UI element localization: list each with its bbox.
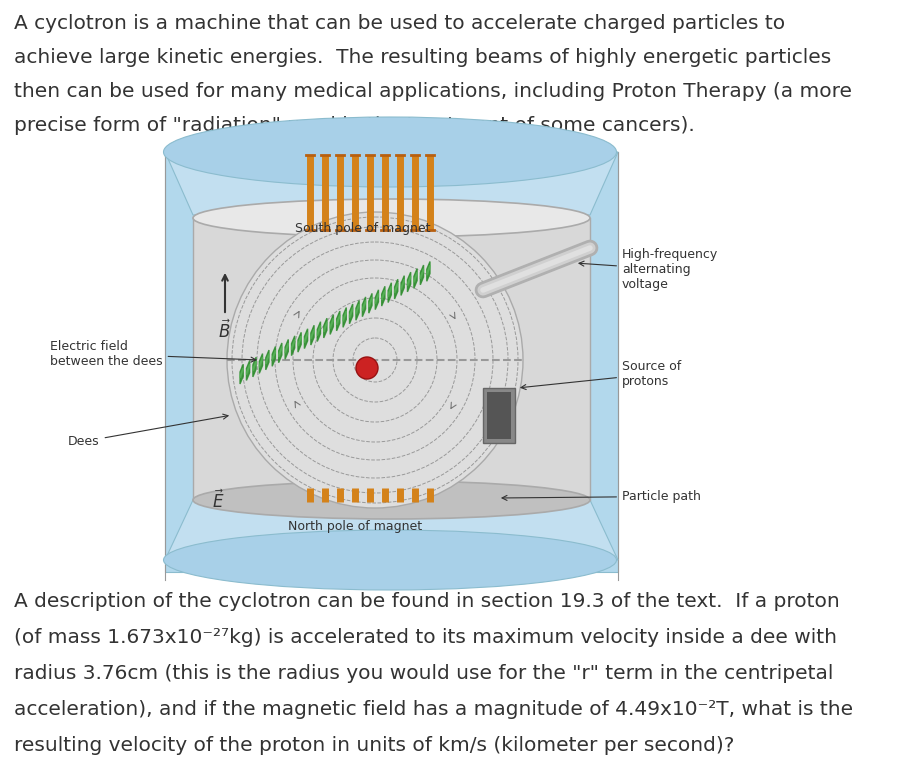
Polygon shape [394,279,398,299]
Text: South pole of magnet: South pole of magnet [295,222,431,235]
Text: Particle path: Particle path [502,490,701,503]
Text: achieve large kinetic energies.  The resulting beams of highly energetic particl: achieve large kinetic energies. The resu… [14,48,831,67]
Text: North pole of magnet: North pole of magnet [288,520,422,533]
Text: (of mass 1.673x10⁻²⁷kg) is accelerated to its maximum velocity inside a dee with: (of mass 1.673x10⁻²⁷kg) is accelerated t… [14,628,837,647]
Text: A description of the cyclotron can be found in section 19.3 of the text.  If a p: A description of the cyclotron can be fo… [14,592,840,611]
Polygon shape [407,276,411,286]
Polygon shape [343,311,346,321]
Polygon shape [247,364,250,374]
Polygon shape [323,318,327,338]
Text: then can be used for many medical applications, including Proton Therapy (a more: then can be used for many medical applic… [14,82,852,101]
Polygon shape [304,333,308,343]
Polygon shape [260,357,262,367]
Polygon shape [330,318,333,328]
Polygon shape [401,276,404,296]
Ellipse shape [163,117,617,187]
Text: $\vec{E}$: $\vec{E}$ [211,490,224,513]
Polygon shape [382,286,385,306]
Polygon shape [369,297,372,307]
Polygon shape [279,347,281,357]
Polygon shape [394,283,398,293]
Polygon shape [317,322,321,341]
Polygon shape [426,262,430,281]
Polygon shape [272,350,275,361]
Polygon shape [330,315,333,334]
Polygon shape [375,290,378,310]
Polygon shape [388,283,392,303]
Polygon shape [323,322,327,332]
Polygon shape [165,500,618,560]
Polygon shape [272,347,275,366]
Polygon shape [356,300,359,320]
Polygon shape [292,336,295,356]
Polygon shape [382,290,385,300]
Polygon shape [350,307,353,318]
Polygon shape [285,343,288,354]
Polygon shape [266,354,269,364]
Text: Source of
protons: Source of protons [521,360,681,390]
Polygon shape [426,265,430,276]
Polygon shape [240,367,243,378]
Polygon shape [363,297,365,317]
Text: acceleration), and if the magnetic field has a magnitude of 4.49x10⁻²T, what is : acceleration), and if the magnetic field… [14,700,853,719]
Polygon shape [304,329,308,349]
Polygon shape [285,340,288,359]
Polygon shape [253,357,256,377]
Bar [165,152,213,572]
Polygon shape [350,304,353,323]
Text: $\vec{B}$: $\vec{B}$ [219,320,231,343]
Polygon shape [369,293,372,313]
Ellipse shape [163,530,617,590]
Polygon shape [266,350,269,370]
Polygon shape [414,273,417,283]
Circle shape [227,212,523,508]
Bar [193,218,590,500]
FancyBboxPatch shape [483,388,515,443]
Polygon shape [311,329,314,339]
Text: High-frequency
alternating
voltage: High-frequency alternating voltage [579,248,718,291]
Text: Dees: Dees [68,414,228,448]
Polygon shape [420,265,424,285]
Text: resulting velocity of the proton in units of km/s (kilometer per second)?: resulting velocity of the proton in unit… [14,736,734,755]
Text: precise form of "radiation" used in the treatment of some cancers).: precise form of "radiation" used in the … [14,116,695,135]
Polygon shape [363,300,365,310]
Polygon shape [407,272,411,292]
Polygon shape [260,354,262,374]
Ellipse shape [193,481,590,519]
Polygon shape [343,307,346,327]
Polygon shape [279,343,281,363]
Polygon shape [388,286,392,296]
Polygon shape [375,293,378,303]
Polygon shape [298,336,302,346]
Polygon shape [336,315,340,325]
Polygon shape [298,333,302,352]
Polygon shape [420,269,424,279]
Polygon shape [240,364,243,384]
Text: Electric field
between the dees: Electric field between the dees [50,340,256,368]
Ellipse shape [193,199,590,237]
Polygon shape [247,361,250,381]
Polygon shape [414,269,417,289]
Polygon shape [292,340,295,350]
Polygon shape [311,325,314,345]
Polygon shape [336,311,340,331]
Polygon shape [317,325,321,336]
Text: radius 3.76cm (this is the radius you would use for the "r" term in the centripe: radius 3.76cm (this is the radius you wo… [14,664,834,683]
FancyBboxPatch shape [487,392,511,439]
Polygon shape [253,361,256,371]
Circle shape [356,357,378,379]
Text: A cyclotron is a machine that can be used to accelerate charged particles to: A cyclotron is a machine that can be use… [14,14,785,33]
Bar [570,152,618,572]
Polygon shape [401,279,404,290]
Polygon shape [356,304,359,314]
Polygon shape [165,152,618,215]
